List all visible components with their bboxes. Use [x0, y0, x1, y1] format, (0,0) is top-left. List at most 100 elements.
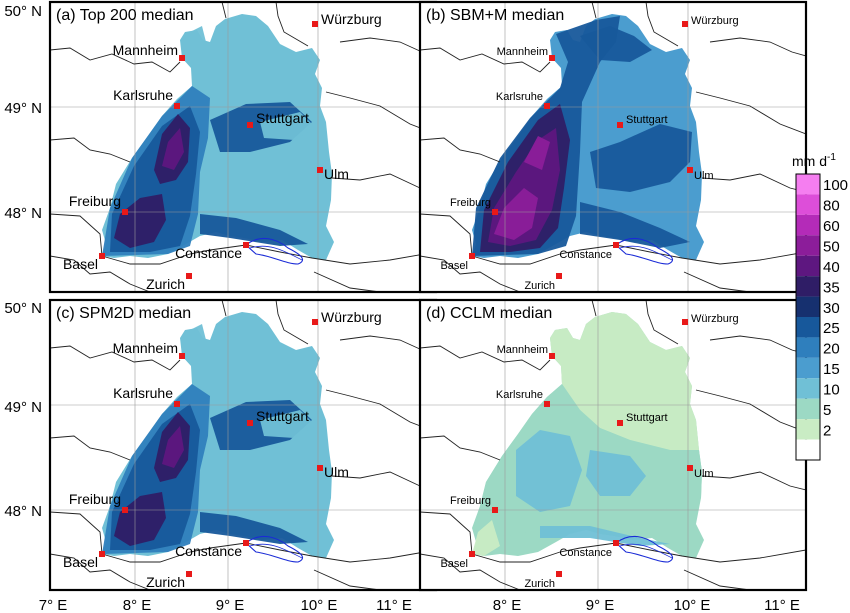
colorbar-tick-label: 2: [823, 422, 831, 439]
country-border: [420, 345, 551, 371]
country-border: [221, 300, 227, 317]
colorbar-swatch: [796, 296, 820, 317]
city-label-freiburg: Freiburg: [69, 193, 121, 209]
city-marker-stuttgart: [617, 122, 623, 128]
country-border: [615, 542, 806, 563]
country-border: [701, 471, 806, 491]
country-border: [50, 511, 103, 555]
lon-label-10-right: 10° E: [674, 597, 711, 613]
city-marker-mannheim: [179, 353, 185, 359]
city-label-constance: Constance: [559, 547, 612, 559]
lat-label-48-top: 48° N: [4, 205, 42, 222]
city-label-wurzburg: Würzburg: [321, 309, 382, 325]
colorbar-frame: [795, 173, 821, 461]
country-border: [695, 389, 806, 433]
precip-contour: [200, 512, 308, 544]
colorbar-swatch: [796, 317, 820, 338]
country-border: [50, 213, 103, 257]
city-marker-basel: [469, 253, 475, 259]
panel-title: (d) CCLM median: [426, 305, 552, 322]
country-border: [313, 271, 381, 292]
country-border: [420, 47, 551, 73]
country-border: [683, 271, 751, 292]
colorbar-tick-label: 30: [823, 300, 840, 317]
axis-labels: 50° N 49° N 48° N 50° N 49° N 48° N 7° E…: [4, 3, 800, 613]
precip-contour: [550, 312, 699, 450]
city-marker-ulm: [687, 465, 693, 471]
colorbar-tick-label: 35: [823, 279, 840, 296]
city-label-mannheim: Mannheim: [497, 344, 548, 356]
colorbar-tick-label: 100: [823, 177, 848, 194]
lake-shore: [619, 543, 673, 559]
city-marker-freiburg: [122, 507, 128, 513]
map-panel-1: Mannheim Karlsruhe Stuttgart Ulm Freiburg Bas…: [418, 0, 808, 294]
country-border: [101, 542, 247, 563]
precip-contour: [200, 214, 308, 246]
colorbar-swatch: [796, 276, 820, 297]
city-marker-constance: [613, 540, 619, 546]
city-label-basel: Basel: [440, 260, 468, 272]
precip-contour: [540, 526, 670, 546]
city-marker-wurzburg: [312, 319, 318, 325]
precip-contour: [162, 426, 184, 468]
city-label-karlsruhe: Karlsruhe: [496, 91, 543, 103]
colorbar-tick-label: 80: [823, 198, 840, 215]
panel-title: (a) Top 200 median: [56, 7, 194, 24]
city-marker-karlsruhe: [544, 401, 550, 407]
colorbar-swatch: [796, 235, 820, 256]
colorbar-tick-label: 5: [823, 402, 831, 419]
city-label-basel: Basel: [440, 558, 468, 570]
country-border: [591, 2, 597, 19]
city-marker-freiburg: [492, 209, 498, 215]
country-border: [420, 435, 501, 461]
precip-contour: [516, 430, 582, 512]
city-label-stuttgart: Stuttgart: [256, 110, 309, 126]
precip-contour: [190, 324, 208, 358]
country-border: [709, 37, 806, 57]
city-label-freiburg: Freiburg: [69, 491, 121, 507]
map-panel-2: Mannheim Karlsruhe Stuttgart Ulm Freiburg Bas…: [48, 298, 438, 592]
country-border: [325, 91, 436, 135]
country-border: [221, 2, 227, 19]
lake-shore: [249, 245, 303, 261]
country-border: [50, 47, 181, 73]
city-marker-constance: [243, 540, 249, 546]
country-border: [701, 173, 806, 193]
city-marker-freiburg: [492, 507, 498, 513]
colorbar-unit: mm d-1: [792, 152, 836, 169]
city-label-basel: Basel: [63, 256, 98, 272]
city-label-zurich: Zurich: [146, 276, 185, 292]
city-marker-stuttgart: [617, 420, 623, 426]
city-marker-wurzburg: [682, 319, 688, 325]
city-marker-mannheim: [179, 55, 185, 61]
colorbar-tick-label: 25: [823, 320, 840, 337]
country-border: [615, 244, 806, 265]
lon-label-8-right: 8° E: [493, 597, 522, 613]
country-border: [695, 91, 806, 135]
country-border: [101, 244, 247, 265]
precip-contour: [590, 124, 692, 192]
country-border: [420, 511, 473, 555]
country-border: [420, 553, 521, 590]
map-panel-0: Mannheim Karlsruhe Stuttgart Ulm Freiburg Bas…: [48, 0, 438, 294]
city-marker-ulm: [317, 167, 323, 173]
city-label-ulm: Ulm: [324, 166, 349, 182]
colorbar-swatch: [796, 174, 820, 195]
lon-label-8-left: 8° E: [123, 597, 152, 613]
lat-label-50-bottom: 50° N: [4, 300, 42, 317]
city-label-basel: Basel: [63, 554, 98, 570]
precip-contour: [114, 194, 166, 248]
precip-contour: [260, 112, 316, 140]
colorbar-tick-label: 10: [823, 382, 840, 399]
colorbar-swatch: [796, 194, 820, 215]
city-label-wurzburg: Würzburg: [691, 313, 739, 325]
precip-contour: [472, 520, 500, 556]
city-label-constance: Constance: [175, 543, 242, 559]
country-border: [683, 569, 751, 590]
country-border: [245, 542, 436, 563]
city-label-freiburg: Freiburg: [450, 495, 491, 507]
city-marker-karlsruhe: [544, 103, 550, 109]
city-marker-zurich: [186, 273, 192, 279]
colorbar-swatch: [796, 337, 820, 358]
lake-constance: [245, 237, 303, 265]
